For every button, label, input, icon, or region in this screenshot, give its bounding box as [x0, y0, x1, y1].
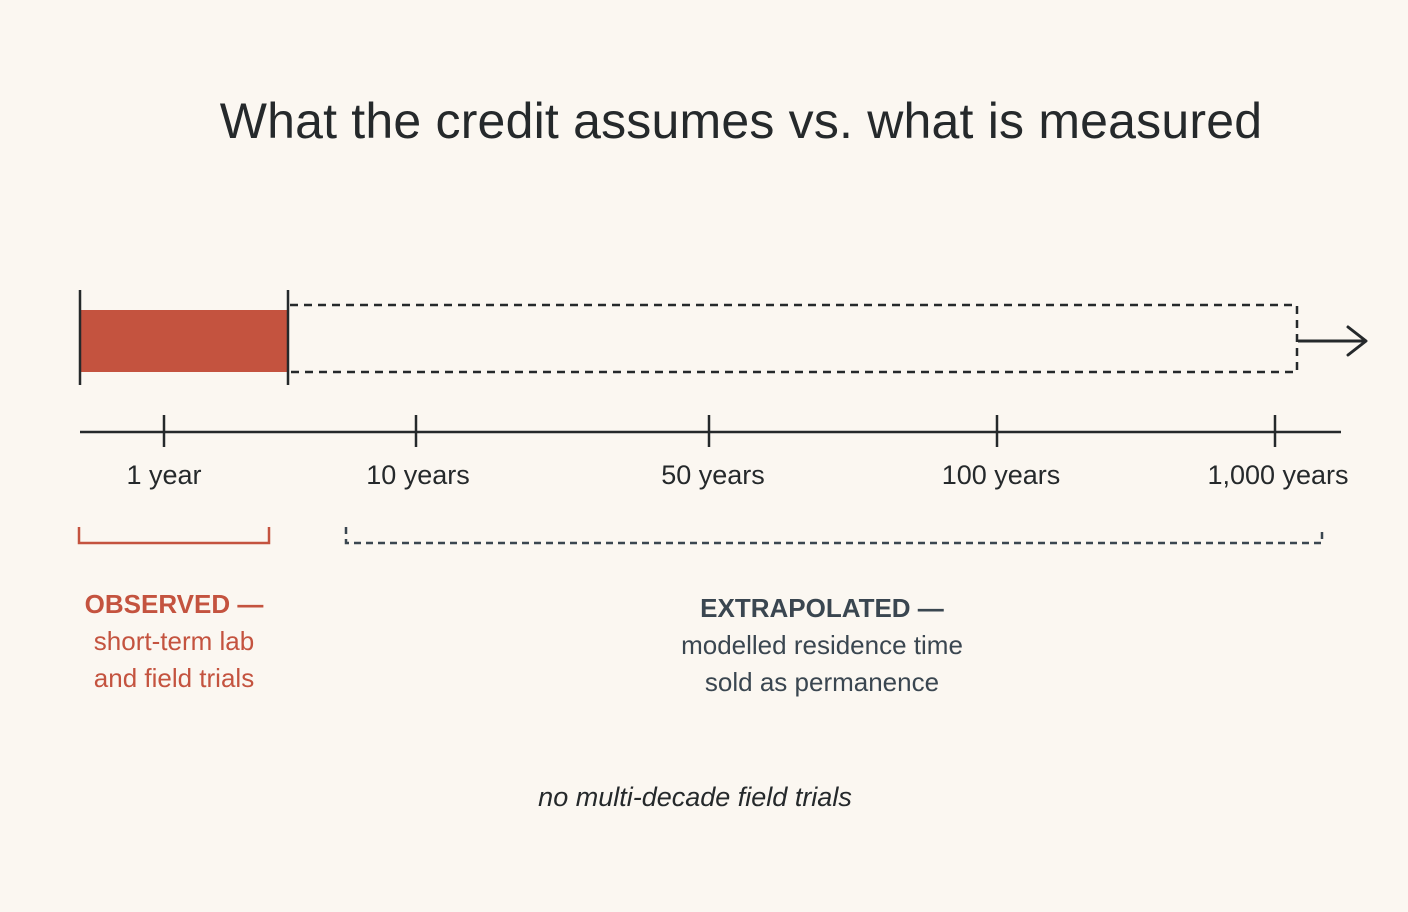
observed-line-1: short-term lab [93, 626, 255, 656]
observed-bar [81, 310, 288, 372]
tick-label-100-years: 100 years [941, 460, 1061, 490]
tick-label-50-years: 50 years [661, 460, 765, 490]
observed-bracket [77, 527, 271, 545]
extrapolated-caption: EXTRAPOLATED — modelled residence time s… [681, 590, 963, 701]
observed-caption: OBSERVED — short-term lab and field tria… [85, 586, 264, 697]
extrapolated-bracket [344, 527, 1324, 545]
extrapolated-bar [290, 303, 1299, 374]
observed-heading: OBSERVED — [84, 589, 264, 619]
tick-label-1-year: 1 year [126, 460, 202, 490]
continuation-arrow-head-icon [1346, 325, 1368, 357]
observed-line-2: and field trials [93, 663, 255, 693]
footnote: no multi-decade field trials [538, 782, 852, 812]
extrapolated-line-1: modelled residence time [681, 630, 963, 660]
extrapolated-line-2: sold as permanence [704, 667, 940, 697]
page-title: What the credit assumes vs. what is meas… [219, 93, 1263, 149]
extrapolated-heading: EXTRAPOLATED — [700, 593, 944, 623]
tick-label-1000-years: 1,000 years [1207, 460, 1349, 490]
tick-label-10-years: 10 years [366, 460, 470, 490]
